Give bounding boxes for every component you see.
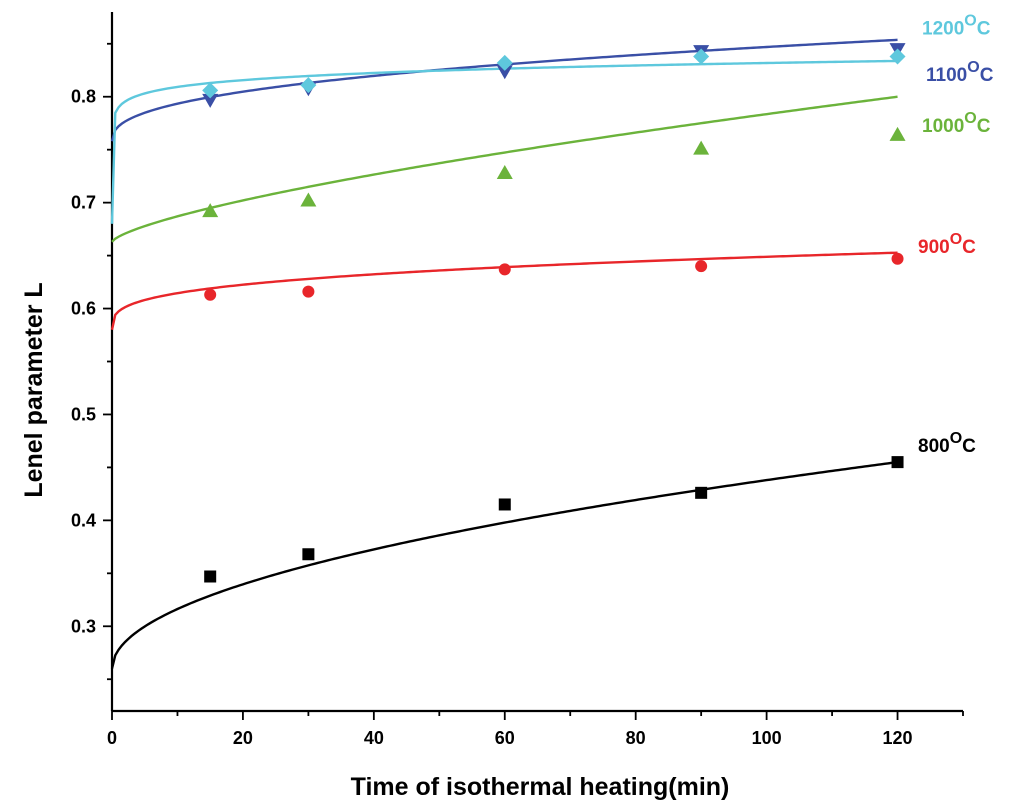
data-point-1200 <box>202 82 219 99</box>
y-tick-label: 0.5 <box>71 404 96 424</box>
series-label-value: 800 <box>918 436 950 457</box>
data-point-1200 <box>496 54 513 71</box>
x-tick-label: 100 <box>752 728 782 748</box>
data-point-1200 <box>300 77 317 94</box>
data-point-1100 <box>496 65 513 80</box>
series-label-unit: C <box>962 436 976 457</box>
data-point-1000 <box>693 140 710 155</box>
series-label-1200: 1200OC <box>922 12 991 39</box>
data-point-800 <box>302 548 315 561</box>
series-label-degree: O <box>964 110 976 127</box>
data-point-1000 <box>496 164 513 179</box>
series-label-degree: O <box>964 12 976 29</box>
data-point-1000 <box>300 192 317 207</box>
fit-curves <box>110 38 898 669</box>
x-tick-label: 60 <box>495 728 515 748</box>
x-tick-label: 80 <box>626 728 646 748</box>
fit-curve-1000 <box>111 95 898 243</box>
series-label-1000: 1000OC <box>922 110 991 137</box>
series-label-value: 1100 <box>926 65 967 86</box>
series-label-degree: O <box>967 59 979 76</box>
axes: 0 20 40 60 80 100 120 0.3 0.4 0.5 0.6 0.7 0.8 <box>71 12 964 748</box>
x-axis-title: Time of isothermal heating(min) <box>351 773 730 801</box>
series-label-unit: C <box>977 116 991 137</box>
data-point-900 <box>891 252 904 265</box>
data-point-900 <box>498 263 511 276</box>
series-label-900: 900OC <box>918 231 976 258</box>
y-tick-label: 0.3 <box>71 616 96 636</box>
series-label-1100: 1100OC <box>926 59 994 86</box>
y-axis-title: Lenel parameter L <box>20 282 48 497</box>
data-point-1000 <box>202 203 219 218</box>
series-label-unit: C <box>980 65 994 86</box>
data-point-900 <box>302 285 315 298</box>
y-tick-label: 0.8 <box>71 87 96 107</box>
series-label-unit: C <box>977 18 991 39</box>
data-point-800 <box>891 456 904 469</box>
x-tick-label: 20 <box>233 728 253 748</box>
fit-curve-800 <box>110 460 898 669</box>
data-point-900 <box>204 288 217 301</box>
x-tick-label: 0 <box>107 728 117 748</box>
x-tick-label: 120 <box>883 728 913 748</box>
x-tick-label: 40 <box>364 728 384 748</box>
series-label-unit: C <box>962 237 976 258</box>
data-point-1100 <box>202 93 219 108</box>
series-label-800: 800OC <box>918 430 976 457</box>
data-point-1200 <box>693 48 710 65</box>
data-point-800 <box>695 486 708 499</box>
data-markers <box>202 43 906 583</box>
data-point-1000 <box>889 126 906 141</box>
data-point-1200 <box>889 48 906 65</box>
y-tick-label: 0.4 <box>71 510 96 530</box>
series-label-degree: O <box>950 231 962 248</box>
data-point-900 <box>695 260 708 273</box>
series-label-value: 1000 <box>922 116 964 137</box>
data-point-800 <box>204 570 217 583</box>
y-tick-label: 0.7 <box>71 193 96 213</box>
fit-curve-1200 <box>110 59 898 224</box>
y-tick-label: 0.6 <box>71 299 96 319</box>
series-label-value: 1200 <box>922 18 964 39</box>
data-point-800 <box>498 498 511 511</box>
series-label-degree: O <box>950 430 962 447</box>
series-label-value: 900 <box>918 237 950 258</box>
